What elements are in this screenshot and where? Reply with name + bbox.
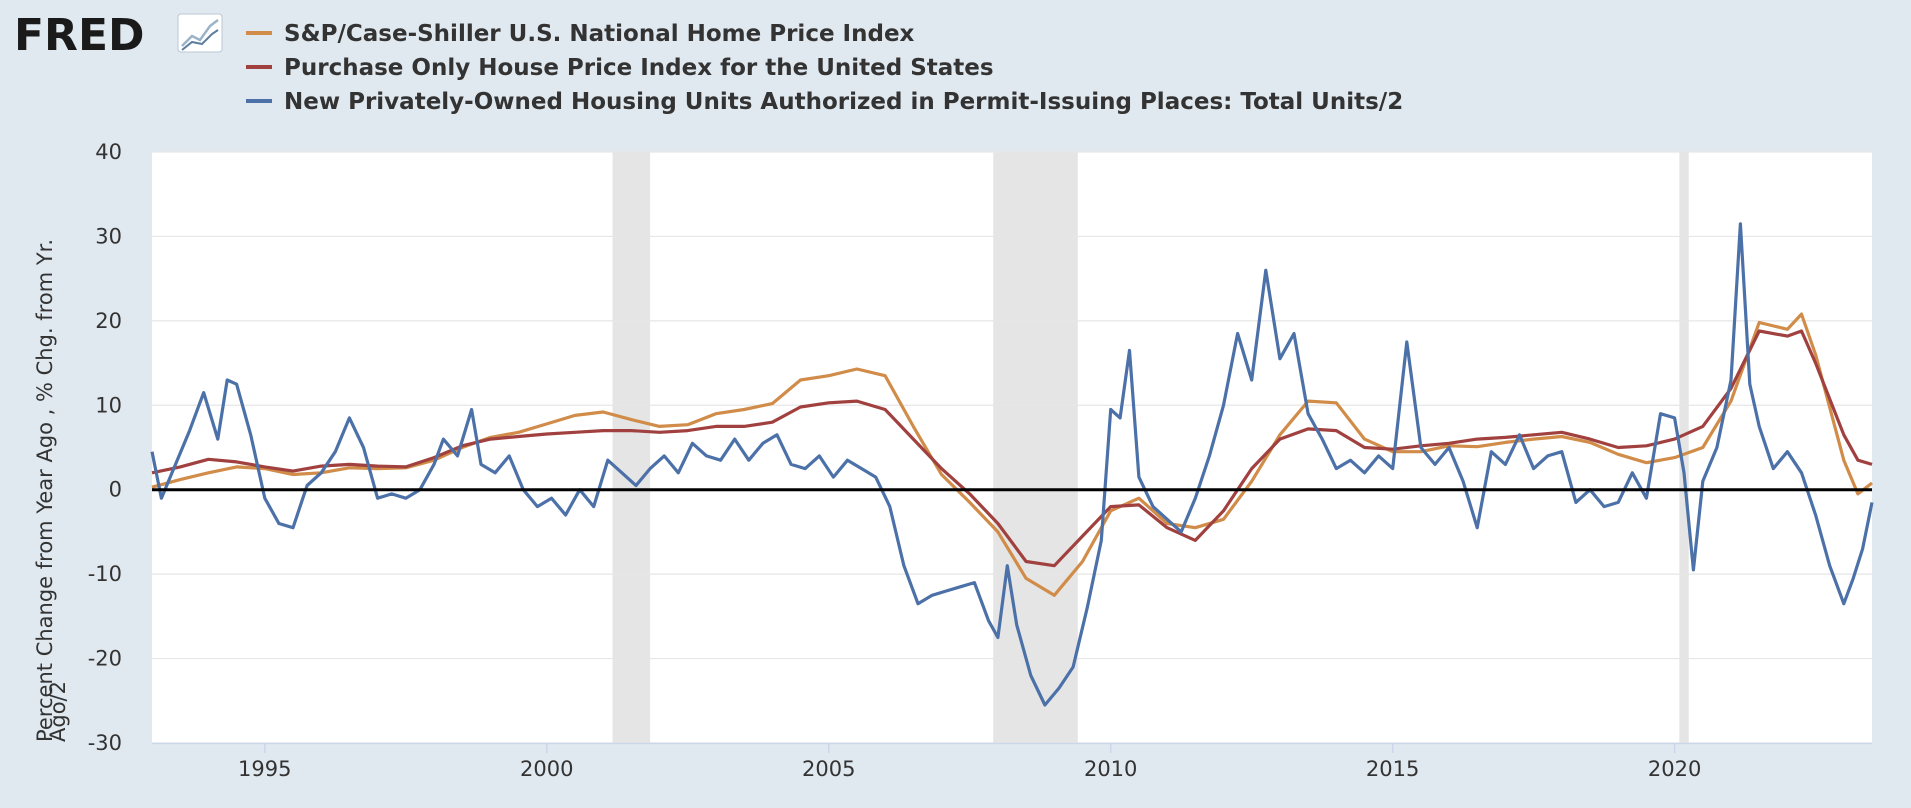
x-axis: 1995 2000 2005 2010 2015 2020 [152,742,1872,781]
fred-logo[interactable]: FRED [14,10,223,61]
y-axis-title: Percent Change from Year Ago , % Chg. fr… [33,239,57,742]
y-axis-title-line-1: Percent Change from Year Ago , % Chg. fr… [33,239,57,742]
y-tick-label: 30 [95,224,122,248]
legend-label: S&P/Case-Shiller U.S. National Home Pric… [284,21,915,47]
y-tick-label: 40 [95,140,122,164]
chart-legend: S&P/Case-Shiller U.S. National Home Pric… [246,21,1403,115]
y-tick-label: 10 [95,393,122,417]
recession-band [1679,152,1689,743]
y-tick-label: 0 [109,478,122,502]
legend-label: Purchase Only House Price Index for the … [284,55,994,81]
series-line-1 [151,312,1873,597]
recession-band [993,152,1078,743]
x-tick-label: 2015 [1366,757,1419,781]
x-tick-label: 2000 [520,757,573,781]
x-tick-label: 2005 [802,757,855,781]
x-tick-label: 2020 [1648,757,1701,781]
x-tick-label: 2010 [1084,757,1137,781]
recession-band [612,152,651,743]
legend-label: New Privately-Owned Housing Units Author… [284,89,1403,115]
fred-logo-text: FRED [14,10,145,61]
y-axis-title-line-2: Ago/2 [46,681,70,742]
y-tick-label: -20 [88,647,122,671]
y-tick-label: -30 [88,731,122,755]
series-line-3 [150,222,1874,707]
y-axis: -30 -20 -10 0 10 20 30 40 [88,140,122,755]
y-tick-label: 20 [95,309,122,333]
series-lines [150,222,1874,707]
chart-line-icon [177,13,223,53]
y-tick-label: -10 [88,562,122,586]
series-line-2 [151,329,1873,568]
x-tick-label: 1995 [238,757,291,781]
recession-bands [612,152,1689,743]
